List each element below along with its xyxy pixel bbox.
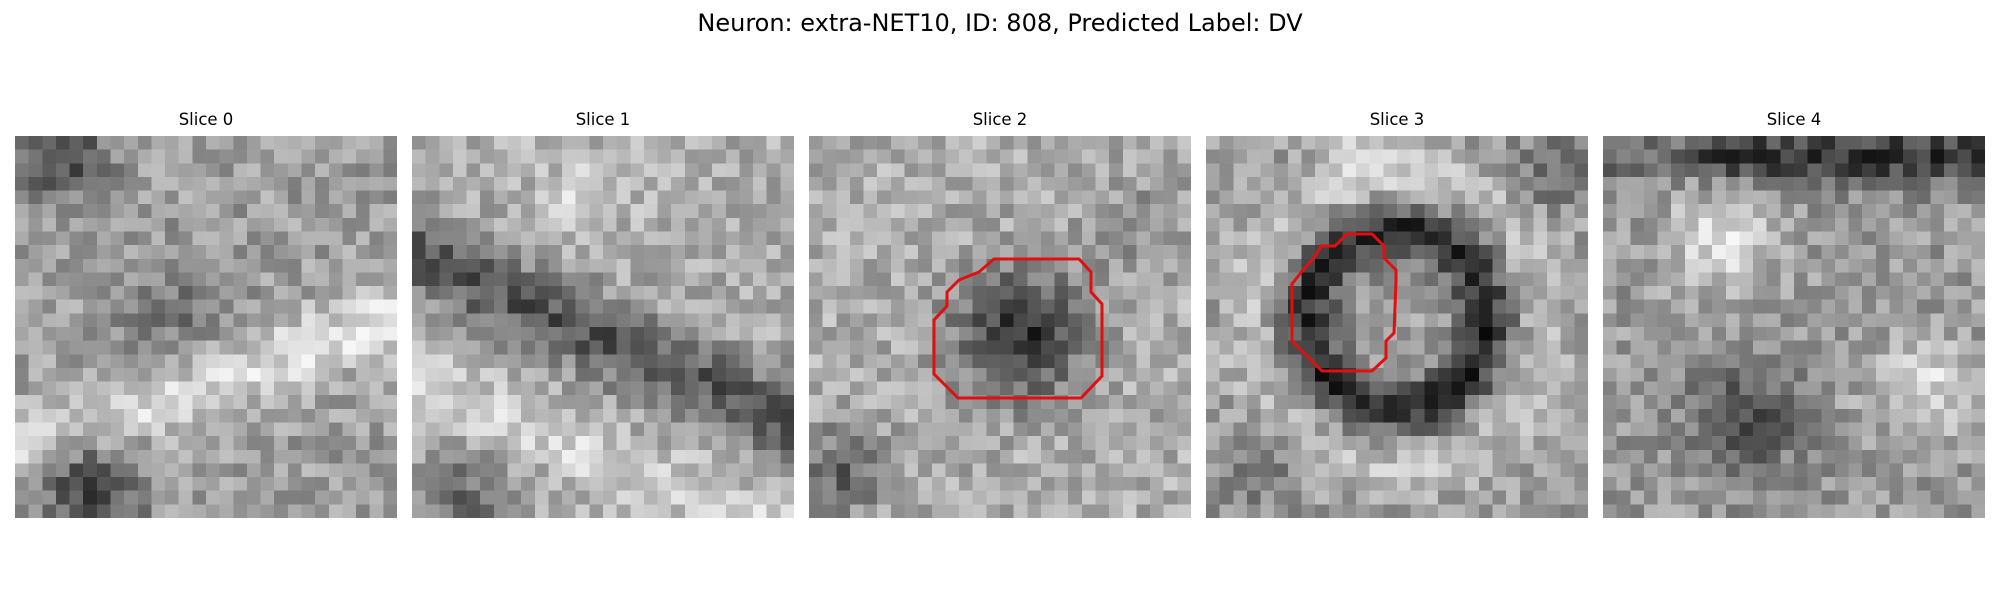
slice-title-4: Slice 4 bbox=[1766, 110, 1822, 129]
slice-title-0: Slice 0 bbox=[178, 110, 234, 129]
slice-image-0 bbox=[15, 136, 397, 518]
slice-title-3: Slice 3 bbox=[1369, 110, 1425, 129]
slice-panel-3: Slice 3 bbox=[1206, 108, 1588, 518]
slice-title-1: Slice 1 bbox=[575, 110, 631, 129]
slice-panel-0: Slice 0 bbox=[15, 108, 397, 518]
slice-image-1 bbox=[412, 136, 794, 518]
slice-panel-1: Slice 1 bbox=[412, 108, 794, 518]
slice-title-2: Slice 2 bbox=[972, 110, 1028, 129]
slice-panel-2: Slice 2 bbox=[809, 108, 1191, 518]
slice-panel-4: Slice 4 bbox=[1603, 108, 1985, 518]
slice-image-4 bbox=[1603, 136, 1985, 518]
slice-image-3 bbox=[1206, 136, 1588, 518]
slice-image-2 bbox=[809, 136, 1191, 518]
figure-title: Neuron: extra-NET10, ID: 808, Predicted … bbox=[697, 9, 1303, 37]
